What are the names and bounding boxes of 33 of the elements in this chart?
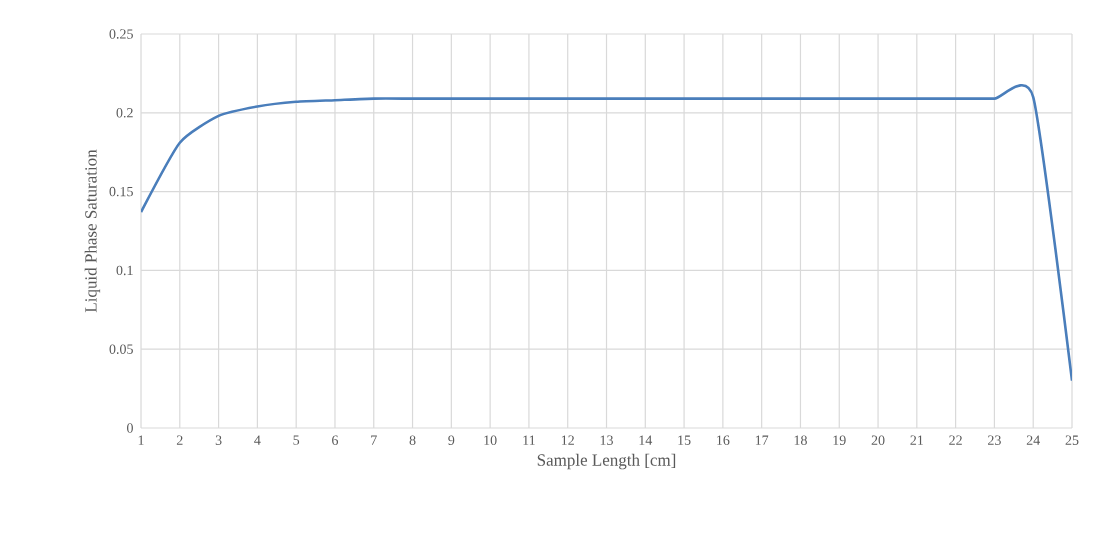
x-tick-label: 18 [794,435,807,445]
y-tick-label: 0.15 [109,186,133,197]
y-tick-label: 0 [127,423,133,433]
x-tick-label: 25 [1065,435,1079,445]
x-tick-label: 20 [871,435,885,445]
y-tick-label: 0.25 [109,29,133,39]
x-tick-label: 8 [409,435,416,445]
x-tick-label: 7 [371,435,377,445]
x-tick-label: 17 [755,435,769,445]
x-tick-label: 9 [448,435,455,445]
x-tick-label: 14 [639,435,653,445]
x-tick-label: 21 [910,435,923,445]
y-tick-label: 0.1 [116,265,133,276]
y-tick-label: 0.05 [109,344,133,354]
x-tick-label: 22 [949,435,962,445]
x-tick-label: 6 [332,435,339,445]
x-tick-label: 12 [561,435,574,445]
x-axis-title: Sample Length [cm] [537,453,676,470]
x-tick-label: 23 [988,435,1001,445]
x-tick-label: 24 [1026,435,1040,445]
x-tick-label: 10 [484,435,497,445]
x-tick-label: 3 [215,435,222,445]
y-axis-title: Liquid Phase Saturation [84,149,101,313]
x-tick-label: 19 [833,435,846,445]
x-tick-label: 1 [138,435,144,445]
x-tick-label: 13 [600,435,613,445]
x-tick-label: 2 [176,435,183,445]
x-tick-label: 11 [523,435,535,445]
y-tick-label: 0.2 [116,108,133,118]
x-tick-label: 16 [717,435,730,445]
x-tick-label: 5 [293,435,300,445]
x-tick-label: 15 [678,435,691,445]
x-tick-label: 4 [254,435,261,445]
